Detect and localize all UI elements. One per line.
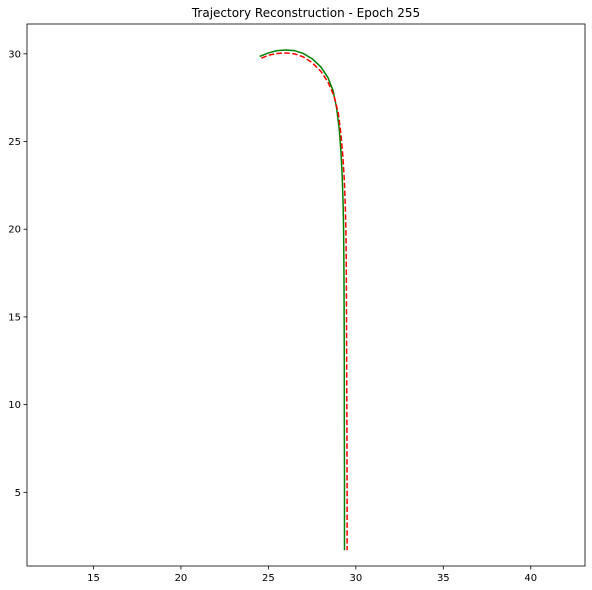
x-tick-label: 25 <box>262 573 275 584</box>
y-tick-label: 30 <box>8 49 21 60</box>
y-tick-label: 5 <box>15 488 21 499</box>
axes: 15 20 25 30 35 40 5 10 15 20 25 30 <box>8 23 586 584</box>
x-tick-label: 15 <box>87 573 100 584</box>
y-tick-label: 15 <box>8 312 21 323</box>
x-tick-label: 20 <box>175 573 188 584</box>
y-tick-label: 20 <box>8 225 21 236</box>
y-tick-label: 25 <box>8 137 21 148</box>
plot-area <box>259 49 348 551</box>
x-tick-label: 35 <box>437 573 450 584</box>
x-tick-label: 30 <box>349 573 362 584</box>
series-line-1 <box>259 49 346 551</box>
y-tick-label: 10 <box>8 400 21 411</box>
series-line-2 <box>261 52 348 551</box>
plot-frame <box>26 23 586 567</box>
x-tick-label: 40 <box>524 573 537 584</box>
chart-title: Trajectory Reconstruction - Epoch 255 <box>191 6 420 20</box>
